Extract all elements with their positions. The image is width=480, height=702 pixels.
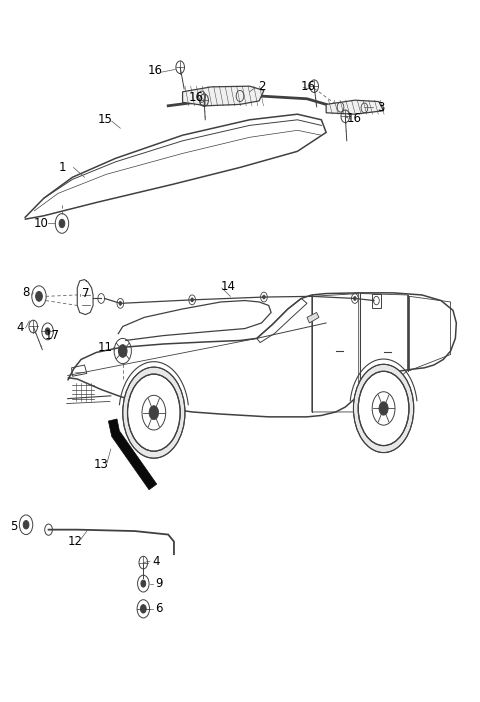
Text: 10: 10 xyxy=(34,217,49,230)
Text: 9: 9 xyxy=(155,577,162,590)
Text: 16: 16 xyxy=(347,112,361,125)
Text: 3: 3 xyxy=(377,100,385,114)
Circle shape xyxy=(149,406,158,420)
Text: 16: 16 xyxy=(301,79,316,93)
Circle shape xyxy=(141,604,146,613)
Circle shape xyxy=(141,580,146,587)
Polygon shape xyxy=(108,419,157,490)
Circle shape xyxy=(119,345,127,357)
Text: 4: 4 xyxy=(16,322,24,334)
Circle shape xyxy=(358,371,409,446)
Circle shape xyxy=(128,374,180,451)
Text: 14: 14 xyxy=(220,280,236,293)
Text: 17: 17 xyxy=(45,329,60,342)
Circle shape xyxy=(36,291,42,301)
Text: 6: 6 xyxy=(155,602,162,616)
Circle shape xyxy=(45,328,50,335)
Polygon shape xyxy=(182,86,264,106)
Circle shape xyxy=(354,296,356,300)
Polygon shape xyxy=(307,312,319,323)
Text: 13: 13 xyxy=(94,458,108,471)
Circle shape xyxy=(379,402,388,415)
Text: 16: 16 xyxy=(147,65,162,77)
Text: 12: 12 xyxy=(67,535,83,548)
Text: 15: 15 xyxy=(97,113,112,126)
Text: 5: 5 xyxy=(11,519,18,533)
Circle shape xyxy=(123,367,185,458)
Polygon shape xyxy=(326,100,384,114)
Circle shape xyxy=(59,219,65,227)
Circle shape xyxy=(353,364,414,453)
Text: 1: 1 xyxy=(59,161,67,174)
Circle shape xyxy=(263,295,265,299)
Text: 11: 11 xyxy=(97,341,112,354)
Text: 16: 16 xyxy=(189,91,204,104)
Circle shape xyxy=(23,521,29,529)
Text: 8: 8 xyxy=(23,286,30,299)
Text: 2: 2 xyxy=(258,79,265,93)
Circle shape xyxy=(191,298,193,302)
Text: 7: 7 xyxy=(82,287,90,300)
Text: 4: 4 xyxy=(153,555,160,568)
Circle shape xyxy=(119,301,122,305)
